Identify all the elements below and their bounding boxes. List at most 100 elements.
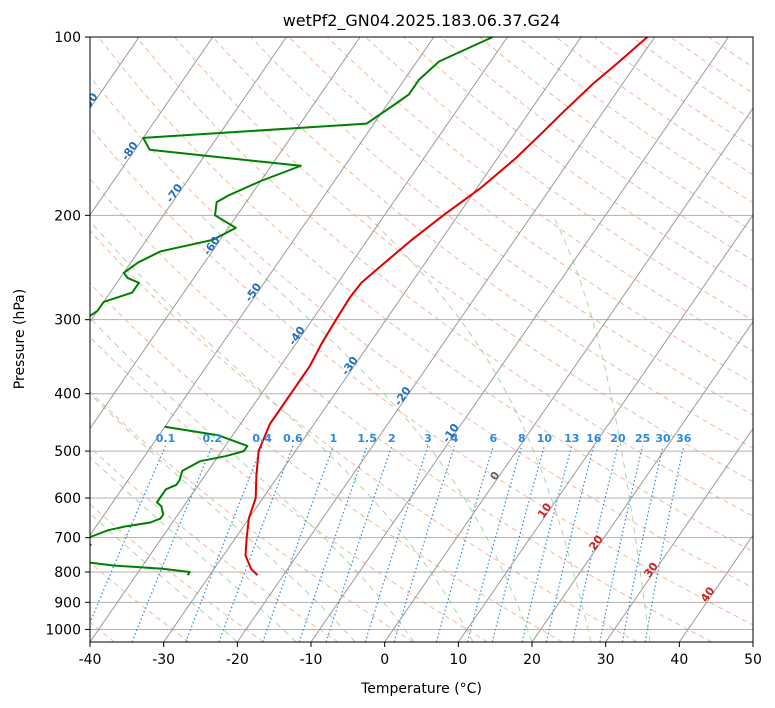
x-tick-label: 40 bbox=[670, 652, 688, 668]
x-tick-label: 0 bbox=[380, 652, 389, 668]
y-tick-label: 700 bbox=[54, 531, 81, 547]
mixing-ratio-label: 13 bbox=[564, 432, 579, 445]
x-tick-label: 50 bbox=[744, 652, 762, 668]
isotherm-label: 0 bbox=[487, 469, 502, 483]
mixing-ratio-line bbox=[435, 445, 494, 642]
x-tick-label: 20 bbox=[523, 652, 541, 668]
x-tick-label: -20 bbox=[226, 652, 249, 668]
y-tick-label: 500 bbox=[54, 444, 81, 460]
dry-adiabat bbox=[90, 75, 753, 589]
y-tick-label: 800 bbox=[54, 565, 81, 581]
y-tick-label: 200 bbox=[54, 208, 81, 224]
dry-adiabat bbox=[403, 37, 753, 291]
mixing-ratio-line bbox=[364, 445, 429, 642]
dry-adiabat bbox=[250, 37, 753, 416]
isotherm-line bbox=[90, 37, 361, 430]
axes: -40 -30 -20 -10 0 10 20 30 40 5010020030040050060… bbox=[45, 30, 762, 668]
mixing-ratio-line bbox=[298, 445, 368, 642]
isotherm-label: -50 bbox=[242, 280, 264, 304]
mixing-ratio-line bbox=[521, 445, 573, 642]
dry-adiabat bbox=[90, 390, 414, 642]
dry-adiabat bbox=[288, 37, 753, 384]
chart-title: wetPf2_GN04.2025.183.06.37.G24 bbox=[283, 11, 561, 31]
dry-adiabat bbox=[90, 282, 563, 642]
mixing-ratio-line bbox=[131, 445, 213, 642]
moist-adiabat bbox=[90, 456, 297, 642]
isotherm-label: -70 bbox=[163, 181, 185, 205]
mixing-ratio-label: 6 bbox=[489, 432, 497, 445]
mixing-ratio-label: 8 bbox=[518, 432, 526, 445]
plot-frame bbox=[89, 36, 754, 643]
moist-adiabat bbox=[366, 214, 592, 642]
moist-adiabat bbox=[200, 214, 533, 642]
isotherm-label: -80 bbox=[119, 139, 141, 163]
temperature-profile-line bbox=[244, 37, 649, 576]
moist-adiabat bbox=[552, 215, 651, 642]
isotherm-label: 10 bbox=[535, 500, 555, 520]
isotherm-label: 30 bbox=[641, 560, 661, 580]
isotherm-line bbox=[90, 37, 287, 323]
dry-adiabat bbox=[98, 37, 753, 553]
mixing-ratio-label: 20 bbox=[610, 432, 626, 445]
dry-adiabat bbox=[631, 37, 753, 121]
mixing-ratio-line bbox=[262, 445, 335, 642]
moist-adiabat bbox=[90, 512, 238, 642]
dry-adiabat bbox=[174, 37, 753, 483]
isotherm-label: 20 bbox=[586, 533, 606, 553]
moist-adiabat bbox=[90, 220, 474, 642]
dry-adiabat bbox=[441, 37, 753, 262]
mixing-ratio-label: 36 bbox=[676, 432, 692, 445]
isotherm-label: -90 bbox=[79, 90, 101, 114]
mixing-ratio-label: 3 bbox=[424, 432, 432, 445]
y-tick-label: 600 bbox=[54, 491, 81, 507]
mixing-ratio-label: 1 bbox=[330, 432, 338, 445]
isotherm-line bbox=[236, 37, 656, 642]
y-tick-label: 1000 bbox=[45, 622, 81, 638]
mixing-ratio-label: 1.5 bbox=[357, 432, 377, 445]
dry-adiabat bbox=[90, 230, 638, 642]
dry-adiabat bbox=[670, 37, 753, 94]
mixing-ratio-label: 0.1 bbox=[156, 432, 176, 445]
y-tick-label: 400 bbox=[54, 387, 81, 403]
mixing-ratio-line bbox=[599, 445, 644, 642]
x-tick-label: -10 bbox=[300, 652, 323, 668]
dry-adiabat bbox=[90, 126, 753, 626]
mixing-ratio-label: 0.2 bbox=[203, 432, 223, 445]
isotherm-line bbox=[90, 37, 435, 537]
isotherm-line bbox=[0, 37, 65, 642]
x-tick-label: -40 bbox=[79, 652, 102, 668]
isotherm-line bbox=[531, 320, 753, 642]
dry-adiabat bbox=[479, 37, 753, 232]
mixing-ratio-line bbox=[621, 445, 664, 642]
mixing-ratio-label: 30 bbox=[655, 432, 671, 445]
isotherm-label: -20 bbox=[392, 384, 414, 408]
x-tick-label: -30 bbox=[152, 652, 175, 668]
isotherm-line bbox=[605, 427, 753, 642]
x-tick-label: 10 bbox=[449, 652, 467, 668]
mixing-ratio-label: 25 bbox=[635, 432, 650, 445]
x-tick-label: 30 bbox=[597, 652, 615, 668]
line-labels: 0.1 0.2 0.4 0.6 1 1.5 2 3 4 6 8 10 13 16 20 25 30 36-100-… bbox=[79, 90, 718, 604]
sounding-series bbox=[90, 37, 649, 576]
dry-adiabat bbox=[517, 37, 753, 204]
dewpoint-profile-line bbox=[90, 37, 494, 317]
isotherm-line bbox=[678, 534, 753, 642]
dry-adiabat bbox=[136, 37, 753, 517]
y-axis-label: Pressure (hPa) bbox=[12, 289, 28, 389]
background-lines bbox=[0, 37, 753, 642]
isotherm-line bbox=[384, 107, 753, 642]
mixing-ratio-line bbox=[572, 445, 619, 642]
mixing-ratio-line bbox=[545, 445, 595, 642]
y-tick-label: 900 bbox=[54, 595, 81, 611]
mixing-ratio-line bbox=[644, 445, 685, 642]
dry-adiabat bbox=[364, 37, 753, 321]
mixing-ratio-line bbox=[393, 445, 456, 642]
dry-adiabat bbox=[326, 37, 753, 352]
mixing-ratio-label: 2 bbox=[388, 432, 396, 445]
isotherm-label: -40 bbox=[286, 324, 308, 348]
mixing-ratio-label: 10 bbox=[537, 432, 553, 445]
dewpoint-profile-line bbox=[90, 425, 249, 576]
mixing-ratio-line bbox=[185, 445, 263, 642]
x-axis-label: Temperature (°C) bbox=[360, 681, 482, 697]
